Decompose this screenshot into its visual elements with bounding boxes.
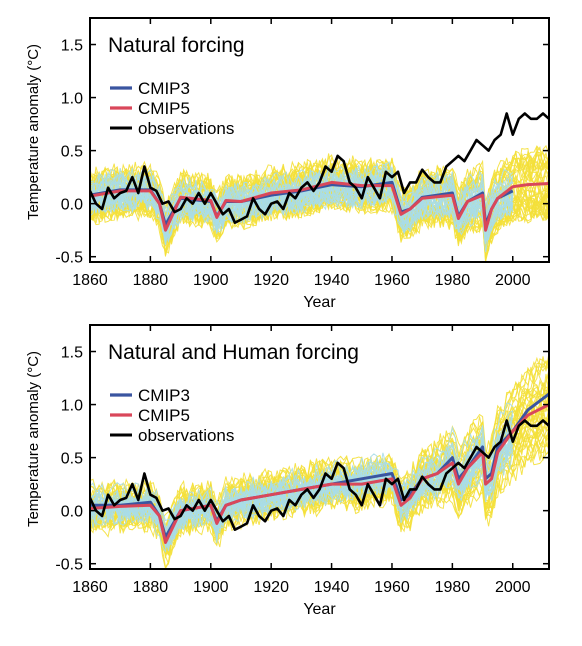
series-line-observations <box>90 112 549 224</box>
axis-ticks: 1860 1880 1900 1920 1940 1960 1980 2000 -0.5 0.0 0… <box>55 325 549 596</box>
y-tick-label: 0.0 <box>61 504 83 521</box>
legend-label-observations: observations <box>138 119 234 138</box>
chart-title: Natural and Human forcing <box>108 341 359 364</box>
y-tick-label: 1.5 <box>61 38 83 55</box>
y-tick-label: 0.5 <box>61 451 83 468</box>
legend-label-cmip5: CMIP5 <box>138 406 190 425</box>
x-tick-label: 1940 <box>314 579 350 596</box>
x-tick-label: 1900 <box>193 579 229 596</box>
series-lines <box>90 112 549 232</box>
x-tick-label: 1980 <box>435 272 471 289</box>
x-tick-label: 1920 <box>253 272 289 289</box>
x-tick-label: 1940 <box>314 272 350 289</box>
legend-label-cmip3: CMIP3 <box>138 386 190 405</box>
legend-label-cmip3: CMIP3 <box>138 79 190 98</box>
ensemble-member-line <box>90 164 514 216</box>
y-tick-label: -0.5 <box>55 250 83 267</box>
ensemble-member-line <box>90 441 549 569</box>
y-tick-label: 1.5 <box>61 345 83 362</box>
x-axis-label: Year <box>303 601 336 618</box>
series-lines <box>90 392 549 544</box>
ensemble-member-line <box>90 452 549 566</box>
plot-frame <box>89 17 550 263</box>
x-tick-label: 1860 <box>72 272 108 289</box>
y-tick-label: -0.5 <box>55 557 83 574</box>
x-tick-label: 1920 <box>253 579 289 596</box>
x-tick-label: 2000 <box>495 579 531 596</box>
ensemble-spread <box>90 352 549 569</box>
x-tick-label: 1960 <box>374 579 410 596</box>
x-tick-label: 1980 <box>435 579 471 596</box>
y-tick-label: 1.0 <box>61 398 83 415</box>
chart-title: Natural forcing <box>108 34 245 57</box>
legend-label-cmip5: CMIP5 <box>138 99 190 118</box>
ensemble-member-line <box>90 147 549 210</box>
series-line-cmip5 <box>90 180 549 232</box>
plot-frame <box>89 324 550 570</box>
y-axis-label: Temperature anomaly (°C) <box>25 351 42 527</box>
axis-ticks: 1860 1880 1900 1920 1940 1960 1980 2000 -0.5 0.0 0… <box>55 18 549 289</box>
x-axis-label: Year <box>303 294 336 311</box>
y-axis-label: Temperature anomaly (°C) <box>25 44 42 220</box>
panel-natural-forcing: 1860 1880 1900 1920 1940 1960 1980 2000 -0.5 0.0 0… <box>25 17 550 311</box>
x-tick-label: 1880 <box>133 579 169 596</box>
x-tick-label: 1860 <box>72 579 108 596</box>
ensemble-member-line <box>90 356 549 521</box>
series-line-observations <box>90 419 549 531</box>
x-tick-label: 2000 <box>495 272 531 289</box>
x-tick-label: 1960 <box>374 272 410 289</box>
panel-natural-and-human-forcing: 1860 1880 1900 1920 1940 1960 1980 2000 -0.5 0.0 0… <box>25 324 550 618</box>
y-tick-label: 0.0 <box>61 197 83 214</box>
x-tick-label: 1900 <box>193 272 229 289</box>
series-line-cmip3 <box>90 180 514 227</box>
y-tick-label: 1.0 <box>61 91 83 108</box>
series-line-cmip5 <box>90 403 549 544</box>
legend-label-observations: observations <box>138 426 234 445</box>
y-tick-label: 0.5 <box>61 144 83 161</box>
x-tick-label: 1880 <box>133 272 169 289</box>
ensemble-member-line <box>90 410 514 525</box>
